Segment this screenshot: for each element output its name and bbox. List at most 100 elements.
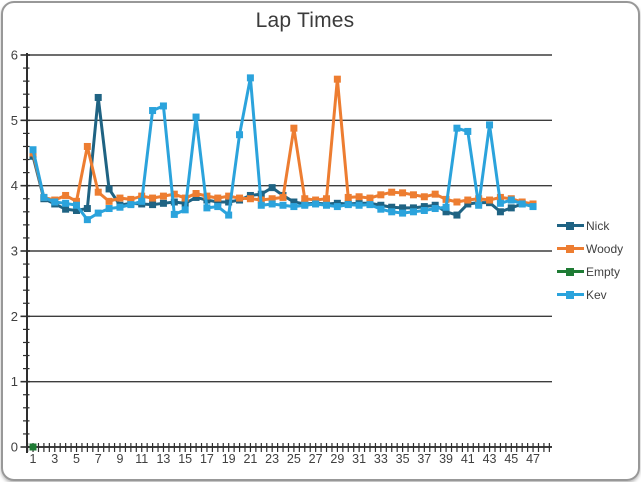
series-marker-woody bbox=[431, 190, 439, 198]
chart-legend: Nick Woody Empty Kev bbox=[557, 218, 623, 310]
series-marker-kev bbox=[170, 210, 178, 218]
series-marker-kev bbox=[127, 201, 135, 209]
legend-marker-empty bbox=[557, 267, 584, 277]
x-axis-label: 47 bbox=[526, 452, 540, 466]
legend-item-empty: Empty bbox=[557, 264, 623, 279]
series-marker-kev bbox=[149, 107, 157, 115]
legend-item-woody: Woody bbox=[557, 241, 623, 256]
series-marker-woody bbox=[301, 195, 309, 203]
x-axis-label: 35 bbox=[396, 452, 410, 466]
series-marker-woody bbox=[268, 195, 276, 203]
series-marker-woody bbox=[355, 193, 363, 201]
series-marker-woody bbox=[366, 194, 374, 202]
series-marker-nick bbox=[105, 185, 113, 193]
series-marker-woody bbox=[279, 193, 287, 201]
series-marker-kev bbox=[246, 74, 254, 82]
series-marker-kev bbox=[105, 205, 113, 213]
x-axis-label: 15 bbox=[178, 452, 192, 466]
series-marker-nick bbox=[464, 200, 472, 208]
x-axis-label: 21 bbox=[243, 452, 257, 466]
series-marker-kev bbox=[453, 124, 461, 132]
x-axis-label: 23 bbox=[265, 452, 279, 466]
legend-label-empty: Empty bbox=[586, 264, 621, 279]
series-marker-woody bbox=[420, 193, 428, 201]
series-marker-kev bbox=[116, 203, 124, 211]
series-marker-nick bbox=[453, 211, 461, 219]
series-marker-nick bbox=[388, 203, 396, 211]
y-axis-label: 0 bbox=[11, 440, 18, 455]
series-marker-kev bbox=[409, 208, 417, 216]
x-axis-label: 13 bbox=[156, 452, 170, 466]
series-marker-empty bbox=[29, 443, 37, 451]
series-marker-kev bbox=[377, 205, 385, 213]
x-axis-label: 45 bbox=[504, 452, 518, 466]
x-axis-label: 7 bbox=[95, 452, 102, 466]
y-axis-label: 4 bbox=[11, 178, 18, 193]
series-marker-woody bbox=[225, 192, 233, 200]
series-marker-kev bbox=[366, 201, 374, 209]
x-axis-label: 25 bbox=[287, 452, 301, 466]
series-marker-woody bbox=[344, 193, 352, 201]
series-marker-woody bbox=[83, 142, 91, 150]
x-axis-label: 17 bbox=[200, 452, 214, 466]
series-marker-kev bbox=[420, 206, 428, 214]
x-axis-label: 37 bbox=[417, 452, 431, 466]
series-marker-kev bbox=[529, 203, 537, 211]
legend-marker-nick bbox=[557, 221, 584, 231]
series-marker-nick bbox=[72, 206, 80, 214]
series-marker-kev bbox=[181, 206, 189, 214]
series-marker-kev bbox=[62, 199, 70, 207]
series-marker-woody bbox=[214, 194, 222, 202]
series-marker-nick bbox=[83, 205, 91, 213]
series-marker-kev bbox=[29, 146, 37, 154]
series-marker-kev bbox=[507, 196, 515, 204]
series-marker-kev bbox=[312, 200, 320, 208]
series-marker-kev bbox=[333, 203, 341, 211]
legend-label-nick: Nick bbox=[586, 218, 610, 233]
series-marker-woody bbox=[322, 195, 330, 203]
series-marker-nick bbox=[94, 93, 102, 101]
series-marker-nick bbox=[192, 193, 200, 201]
x-axis-label: 29 bbox=[330, 452, 344, 466]
legend-item-nick: Nick bbox=[557, 218, 623, 233]
series-marker-kev bbox=[159, 102, 167, 110]
series-marker-kev bbox=[496, 199, 504, 207]
x-axis-label: 27 bbox=[309, 452, 323, 466]
series-marker-nick bbox=[225, 198, 233, 206]
x-axis-label: 1 bbox=[30, 452, 37, 466]
series-marker-woody bbox=[94, 188, 102, 196]
series-marker-nick bbox=[409, 204, 417, 212]
series-marker-nick bbox=[159, 199, 167, 207]
series-marker-kev bbox=[236, 131, 244, 139]
series-marker-woody bbox=[464, 196, 472, 204]
series-marker-kev bbox=[399, 209, 407, 217]
series-marker-kev bbox=[355, 201, 363, 209]
series-marker-kev bbox=[40, 193, 48, 201]
series-marker-woody bbox=[290, 124, 298, 132]
series-marker-kev bbox=[344, 201, 352, 209]
series-marker-woody bbox=[333, 75, 341, 83]
series-marker-woody bbox=[159, 192, 167, 200]
y-axis-label: 6 bbox=[11, 48, 18, 63]
series-marker-kev bbox=[486, 121, 494, 129]
x-axis-label: 43 bbox=[483, 452, 497, 466]
series-marker-nick bbox=[496, 208, 504, 216]
series-marker-woody bbox=[409, 191, 417, 199]
y-axis-label: 5 bbox=[11, 113, 18, 128]
series-marker-woody bbox=[105, 197, 113, 205]
series-marker-woody bbox=[486, 196, 494, 204]
series-marker-kev bbox=[268, 200, 276, 208]
series-marker-woody bbox=[388, 188, 396, 196]
series-marker-nick bbox=[149, 201, 157, 209]
x-axis-label: 9 bbox=[116, 452, 123, 466]
x-axis-label: 39 bbox=[439, 452, 453, 466]
series-marker-woody bbox=[236, 194, 244, 202]
series-marker-nick bbox=[507, 204, 515, 212]
series-marker-kev bbox=[431, 205, 439, 213]
series-marker-kev bbox=[322, 201, 330, 209]
x-axis-label: 3 bbox=[51, 452, 58, 466]
series-marker-woody bbox=[246, 195, 254, 203]
series-marker-woody bbox=[62, 191, 70, 199]
